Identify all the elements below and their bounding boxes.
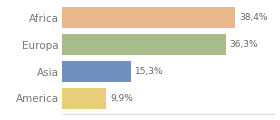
Text: 15,3%: 15,3% [134, 67, 163, 76]
Text: 36,3%: 36,3% [230, 40, 258, 49]
Text: 9,9%: 9,9% [110, 94, 133, 103]
Bar [62, 34, 226, 55]
Text: 38,4%: 38,4% [239, 13, 268, 22]
Bar [62, 7, 235, 28]
Bar [62, 88, 106, 109]
Bar [62, 61, 131, 82]
